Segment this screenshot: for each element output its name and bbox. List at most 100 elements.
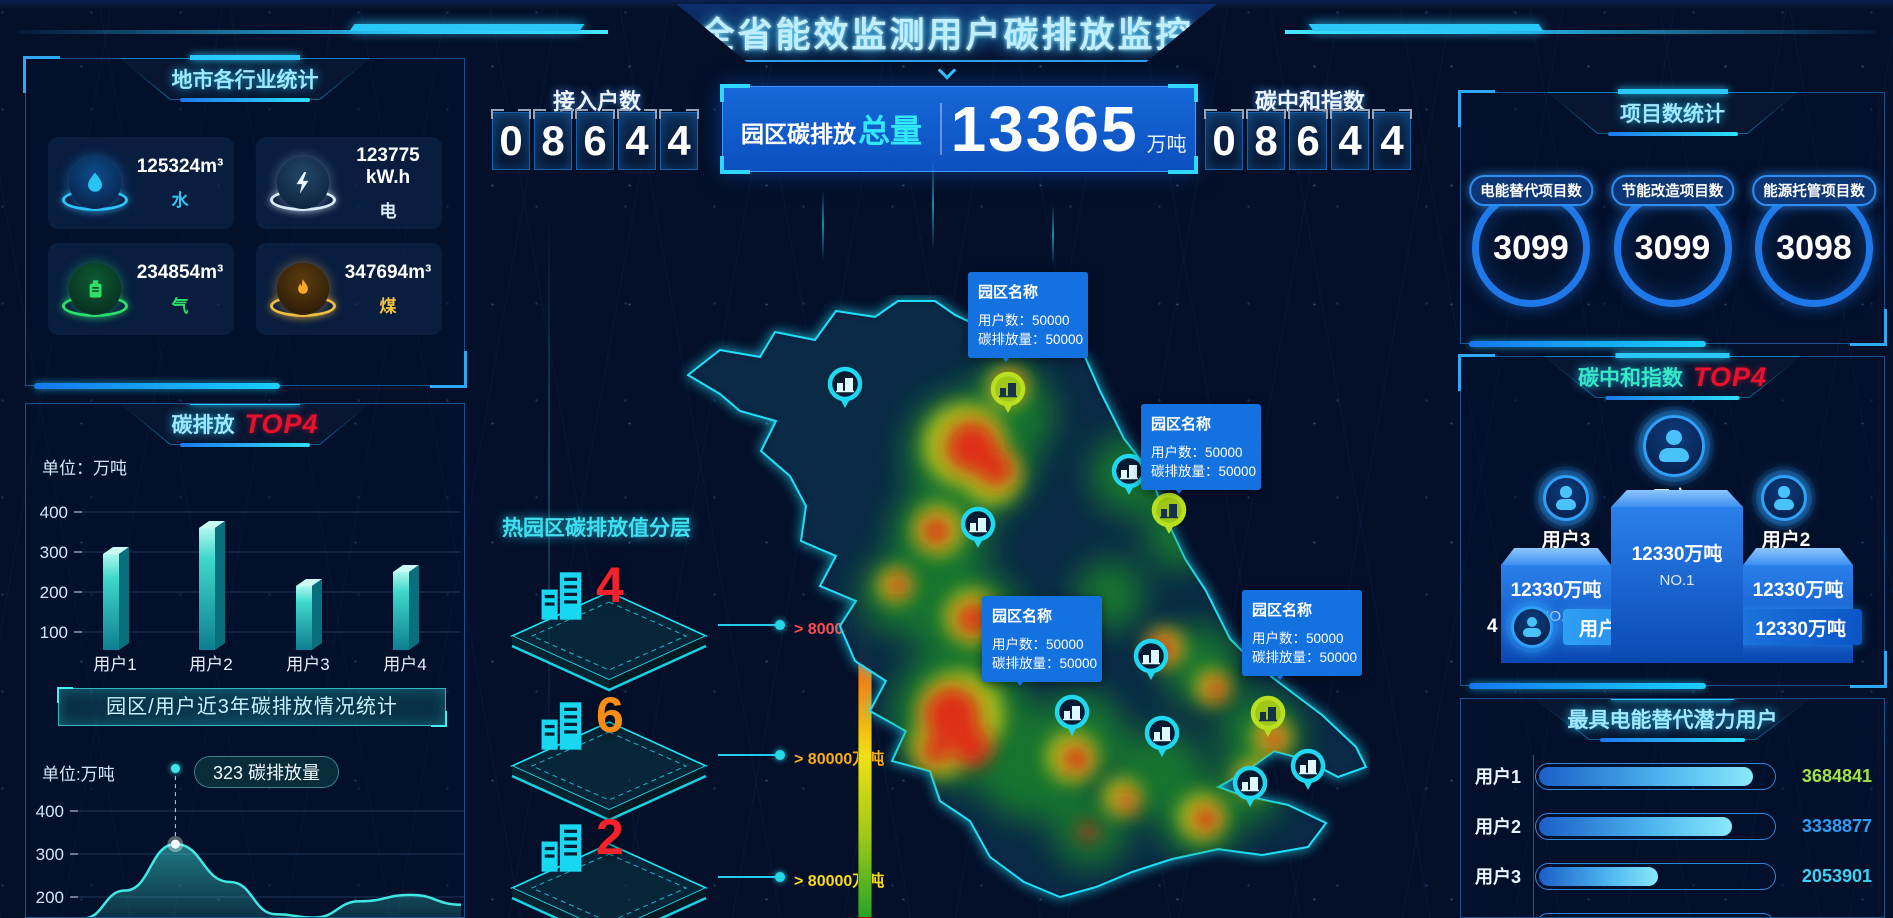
progress-capsule bbox=[1535, 762, 1776, 790]
potential-list: 用户1 3684841 用户2 3338877 用户3 2053901 用户4 bbox=[1475, 755, 1872, 917]
building-icon bbox=[541, 702, 582, 750]
park-users: 用户数：50000 bbox=[1252, 631, 1344, 646]
park-pin-cyan[interactable] bbox=[960, 506, 996, 548]
progress-fill bbox=[1539, 766, 1754, 786]
park-tooltip[interactable]: 园区名称 用户数：50000 碳排放量：50000 bbox=[1141, 404, 1261, 494]
park-pin-cyan[interactable] bbox=[1144, 715, 1180, 757]
total-value: 13365 bbox=[950, 93, 1139, 165]
panel-title: 碳排放 TOP4 bbox=[120, 404, 370, 447]
park-pin-cyan[interactable] bbox=[1133, 638, 1169, 680]
industry-stats-panel: 地市各行业统计 125324m³ 水 123775 kW.h 电 234854m… bbox=[23, 55, 467, 389]
potential-row-4: 用户4 bbox=[1475, 911, 1872, 917]
building-icon bbox=[1064, 706, 1080, 719]
park-tooltip[interactable]: 园区名称 用户数：50000 碳排放量：50000 bbox=[968, 272, 1088, 362]
project-value: 3099 bbox=[1493, 228, 1569, 267]
podium-first: 12330万吨 NO.1 bbox=[1611, 507, 1743, 663]
emission-bar-chart: 100 200 300 400 用户1 用户2 用户3 用户4 bbox=[40, 503, 460, 674]
rank3-user: 用户2 bbox=[1761, 530, 1811, 551]
digit-box: 8 bbox=[533, 109, 573, 170]
header-line-right bbox=[1285, 30, 1875, 34]
deco-line bbox=[1052, 205, 1054, 265]
legend-connector bbox=[718, 620, 785, 630]
project-value: 3099 bbox=[1634, 228, 1711, 267]
digit-box: 4 bbox=[1330, 109, 1370, 170]
project-label: 电能替代项目数 bbox=[1469, 175, 1593, 206]
digit-box: 4 bbox=[617, 109, 657, 170]
park-pin-cyan[interactable] bbox=[1232, 765, 1268, 807]
user-avatar-rank4 bbox=[1511, 606, 1553, 648]
building-icon bbox=[1242, 777, 1258, 790]
park-tooltip[interactable]: 园区名称 用户数：50000 碳排放量：50000 bbox=[982, 596, 1102, 686]
park-name: 园区名称 bbox=[978, 284, 1039, 301]
deco-line bbox=[822, 190, 824, 260]
stat-card-water: 125324m³ 水 bbox=[48, 137, 234, 229]
potential-panel-title: 最具电能替代潜力用户 bbox=[1567, 709, 1778, 732]
rank4-value: 12330万吨 bbox=[1755, 618, 1846, 640]
park-emission: 碳排放量：50000 bbox=[992, 656, 1098, 671]
rank2-value: 12330万吨 bbox=[1510, 580, 1602, 601]
digit-box: 4 bbox=[659, 109, 699, 170]
building-icon bbox=[837, 378, 853, 391]
user-avatar-rank2 bbox=[1543, 475, 1589, 521]
park-emission: 碳排放量：50000 bbox=[978, 332, 1084, 347]
building-icon bbox=[1000, 383, 1016, 396]
park-users: 用户数：50000 bbox=[1151, 445, 1243, 460]
projects-panel-title: 项目数统计 bbox=[1620, 103, 1725, 126]
neutral-index-counter: 0 8 6 4 4 bbox=[1204, 109, 1412, 170]
progress-fill bbox=[1539, 866, 1658, 886]
panel-edge-glow bbox=[1469, 341, 1707, 347]
coal-label: 煤 bbox=[379, 296, 397, 316]
project-circle: 3099 bbox=[1613, 189, 1732, 307]
history-banner-button[interactable]: 园区/用户近3年碳排放情况统计 bbox=[57, 687, 447, 727]
building-icon bbox=[1161, 504, 1177, 517]
park-pin-cyan[interactable] bbox=[827, 366, 863, 408]
neutral-top4-panel: 碳中和指数 TOP4 用户1 用户3 用户2 12330万吨 NO.1 1233… bbox=[1458, 353, 1887, 689]
park-name: 园区名称 bbox=[1151, 416, 1212, 433]
gas-value: 234854m³ bbox=[136, 261, 224, 283]
area-chart-unit: 单位:万吨 bbox=[42, 765, 115, 784]
park-name: 园区名称 bbox=[992, 608, 1053, 625]
y-tick-label: 400 bbox=[36, 802, 64, 821]
building-icon bbox=[1260, 707, 1276, 720]
stat-card-electricity: 123775 kW.h 电 bbox=[256, 137, 442, 229]
panel-title: 碳中和指数 TOP4 bbox=[1543, 353, 1802, 400]
x-category-label: 用户1 bbox=[93, 655, 136, 674]
divider bbox=[940, 103, 943, 155]
industry-panel-title: 地市各行业统计 bbox=[171, 69, 319, 92]
top4-badge: TOP4 bbox=[1692, 361, 1768, 392]
park-pin-cyan[interactable] bbox=[1290, 748, 1326, 790]
layer-row-1: 4 > 80000万吨 bbox=[480, 557, 884, 708]
digit-box: 0 bbox=[491, 109, 531, 170]
park-pin-green[interactable] bbox=[1250, 695, 1286, 737]
digit-box: 4 bbox=[1372, 109, 1412, 170]
deco-line bbox=[932, 160, 934, 250]
park-pin-cyan[interactable] bbox=[1111, 453, 1147, 495]
electricity-label: 电 bbox=[379, 201, 397, 221]
bar-top-face bbox=[393, 565, 419, 572]
total-emphasis: 总量 bbox=[858, 113, 923, 149]
header-line-left bbox=[18, 30, 608, 34]
bar bbox=[199, 528, 215, 650]
y-tick-label: 300 bbox=[40, 543, 68, 562]
y-tick-label: 200 bbox=[40, 583, 68, 602]
park-emission: 碳排放量：50000 bbox=[1151, 464, 1257, 479]
project-value: 3098 bbox=[1776, 228, 1852, 267]
park-pin-green[interactable] bbox=[990, 371, 1026, 413]
water-drop-icon bbox=[69, 157, 121, 209]
total-emission-box: 园区碳排放 总量 13365 万吨 bbox=[720, 84, 1198, 174]
park-users: 用户数：50000 bbox=[992, 637, 1084, 652]
park-pin-green[interactable] bbox=[1151, 492, 1187, 534]
coal-value: 347694m³ bbox=[344, 261, 432, 283]
platform-3d bbox=[510, 843, 708, 918]
building-icon bbox=[1121, 465, 1137, 478]
gas-label: 气 bbox=[171, 296, 189, 316]
rank3-value: 12330万吨 bbox=[1752, 580, 1844, 601]
panel-title: 项目数统计 bbox=[1547, 89, 1798, 136]
layer-count: 6 bbox=[596, 687, 624, 743]
digit-box: 0 bbox=[1204, 109, 1244, 170]
map-pins[interactable] bbox=[827, 366, 1326, 807]
park-pin-cyan[interactable] bbox=[1054, 694, 1090, 736]
park-tooltip[interactable]: 园区名称 用户数：50000 碳排放量：50000 bbox=[1242, 590, 1362, 680]
row-value: 2053901 bbox=[1801, 865, 1872, 886]
water-label: 水 bbox=[171, 190, 189, 210]
